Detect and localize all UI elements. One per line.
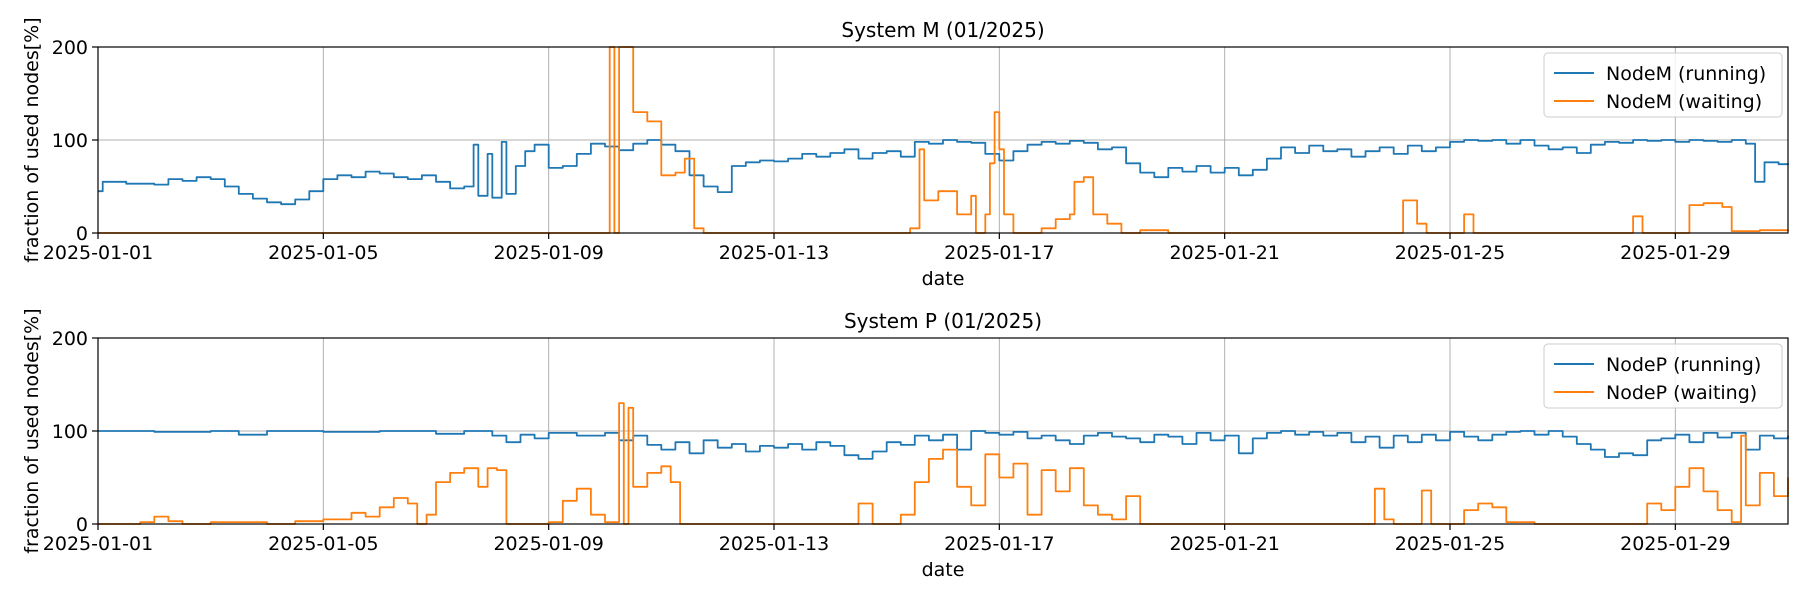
y-tick-label: 100	[52, 130, 88, 152]
legend-label: NodeP (waiting)	[1606, 382, 1757, 404]
legend-frame	[1543, 52, 1783, 118]
x-tick-label: 2025-01-17	[944, 533, 1054, 555]
x-tick-label: 2025-01-21	[1169, 533, 1279, 555]
x-tick-label: 2025-01-05	[268, 533, 378, 555]
y-tick-label: 0	[76, 223, 88, 245]
x-tick-label: 2025-01-25	[1395, 533, 1505, 555]
legend: NodeP (running) NodeP (waiting)	[1543, 343, 1783, 409]
x-tick-label: 2025-01-25	[1395, 242, 1505, 264]
y-axis-label: fraction of used nodes[%]	[21, 308, 43, 553]
legend: NodeM (running) NodeM (waiting)	[1543, 52, 1783, 118]
legend-frame	[1543, 343, 1783, 409]
series-layer	[98, 402, 1789, 525]
x-tick-label: 2025-01-09	[493, 533, 603, 555]
legend-label: NodeM (running)	[1606, 63, 1766, 85]
legend-label: NodeM (waiting)	[1606, 91, 1762, 113]
series-line-waiting	[98, 402, 1789, 525]
x-tick-label: 2025-01-29	[1620, 242, 1730, 264]
axis-ticks: 2025-01-01 2025-01-05 2025-01-09 2025-01-13…	[43, 37, 1731, 264]
x-tick-label: 2025-01-01	[43, 242, 153, 264]
y-axis-label: fraction of used nodes[%]	[21, 17, 43, 262]
chart-panel-system-p: 2025-01-01 2025-01-05 2025-01-09 2025-01-13…	[21, 308, 1789, 581]
x-tick-label: 2025-01-13	[719, 242, 829, 264]
y-tick-label: 200	[52, 328, 88, 350]
series-line-running	[98, 139, 1789, 206]
chart-title: System M (01/2025)	[841, 18, 1044, 42]
axis-ticks: 2025-01-01 2025-01-05 2025-01-09 2025-01-13…	[43, 328, 1731, 555]
x-tick-label: 2025-01-13	[719, 533, 829, 555]
x-tick-label: 2025-01-29	[1620, 533, 1730, 555]
y-tick-label: 100	[52, 421, 88, 443]
legend-label: NodeP (running)	[1606, 354, 1761, 376]
x-axis-label: date	[922, 268, 965, 290]
y-tick-label: 200	[52, 37, 88, 59]
chart-panel-system-m: 2025-01-01 2025-01-05 2025-01-09 2025-01-13…	[21, 17, 1789, 290]
x-tick-label: 2025-01-21	[1169, 242, 1279, 264]
x-axis-label: date	[922, 559, 965, 581]
x-tick-label: 2025-01-09	[493, 242, 603, 264]
y-tick-label: 0	[76, 514, 88, 536]
x-tick-label: 2025-01-01	[43, 533, 153, 555]
x-tick-label: 2025-01-17	[944, 242, 1054, 264]
chart-title: System P (01/2025)	[844, 309, 1042, 333]
x-tick-label: 2025-01-05	[268, 242, 378, 264]
